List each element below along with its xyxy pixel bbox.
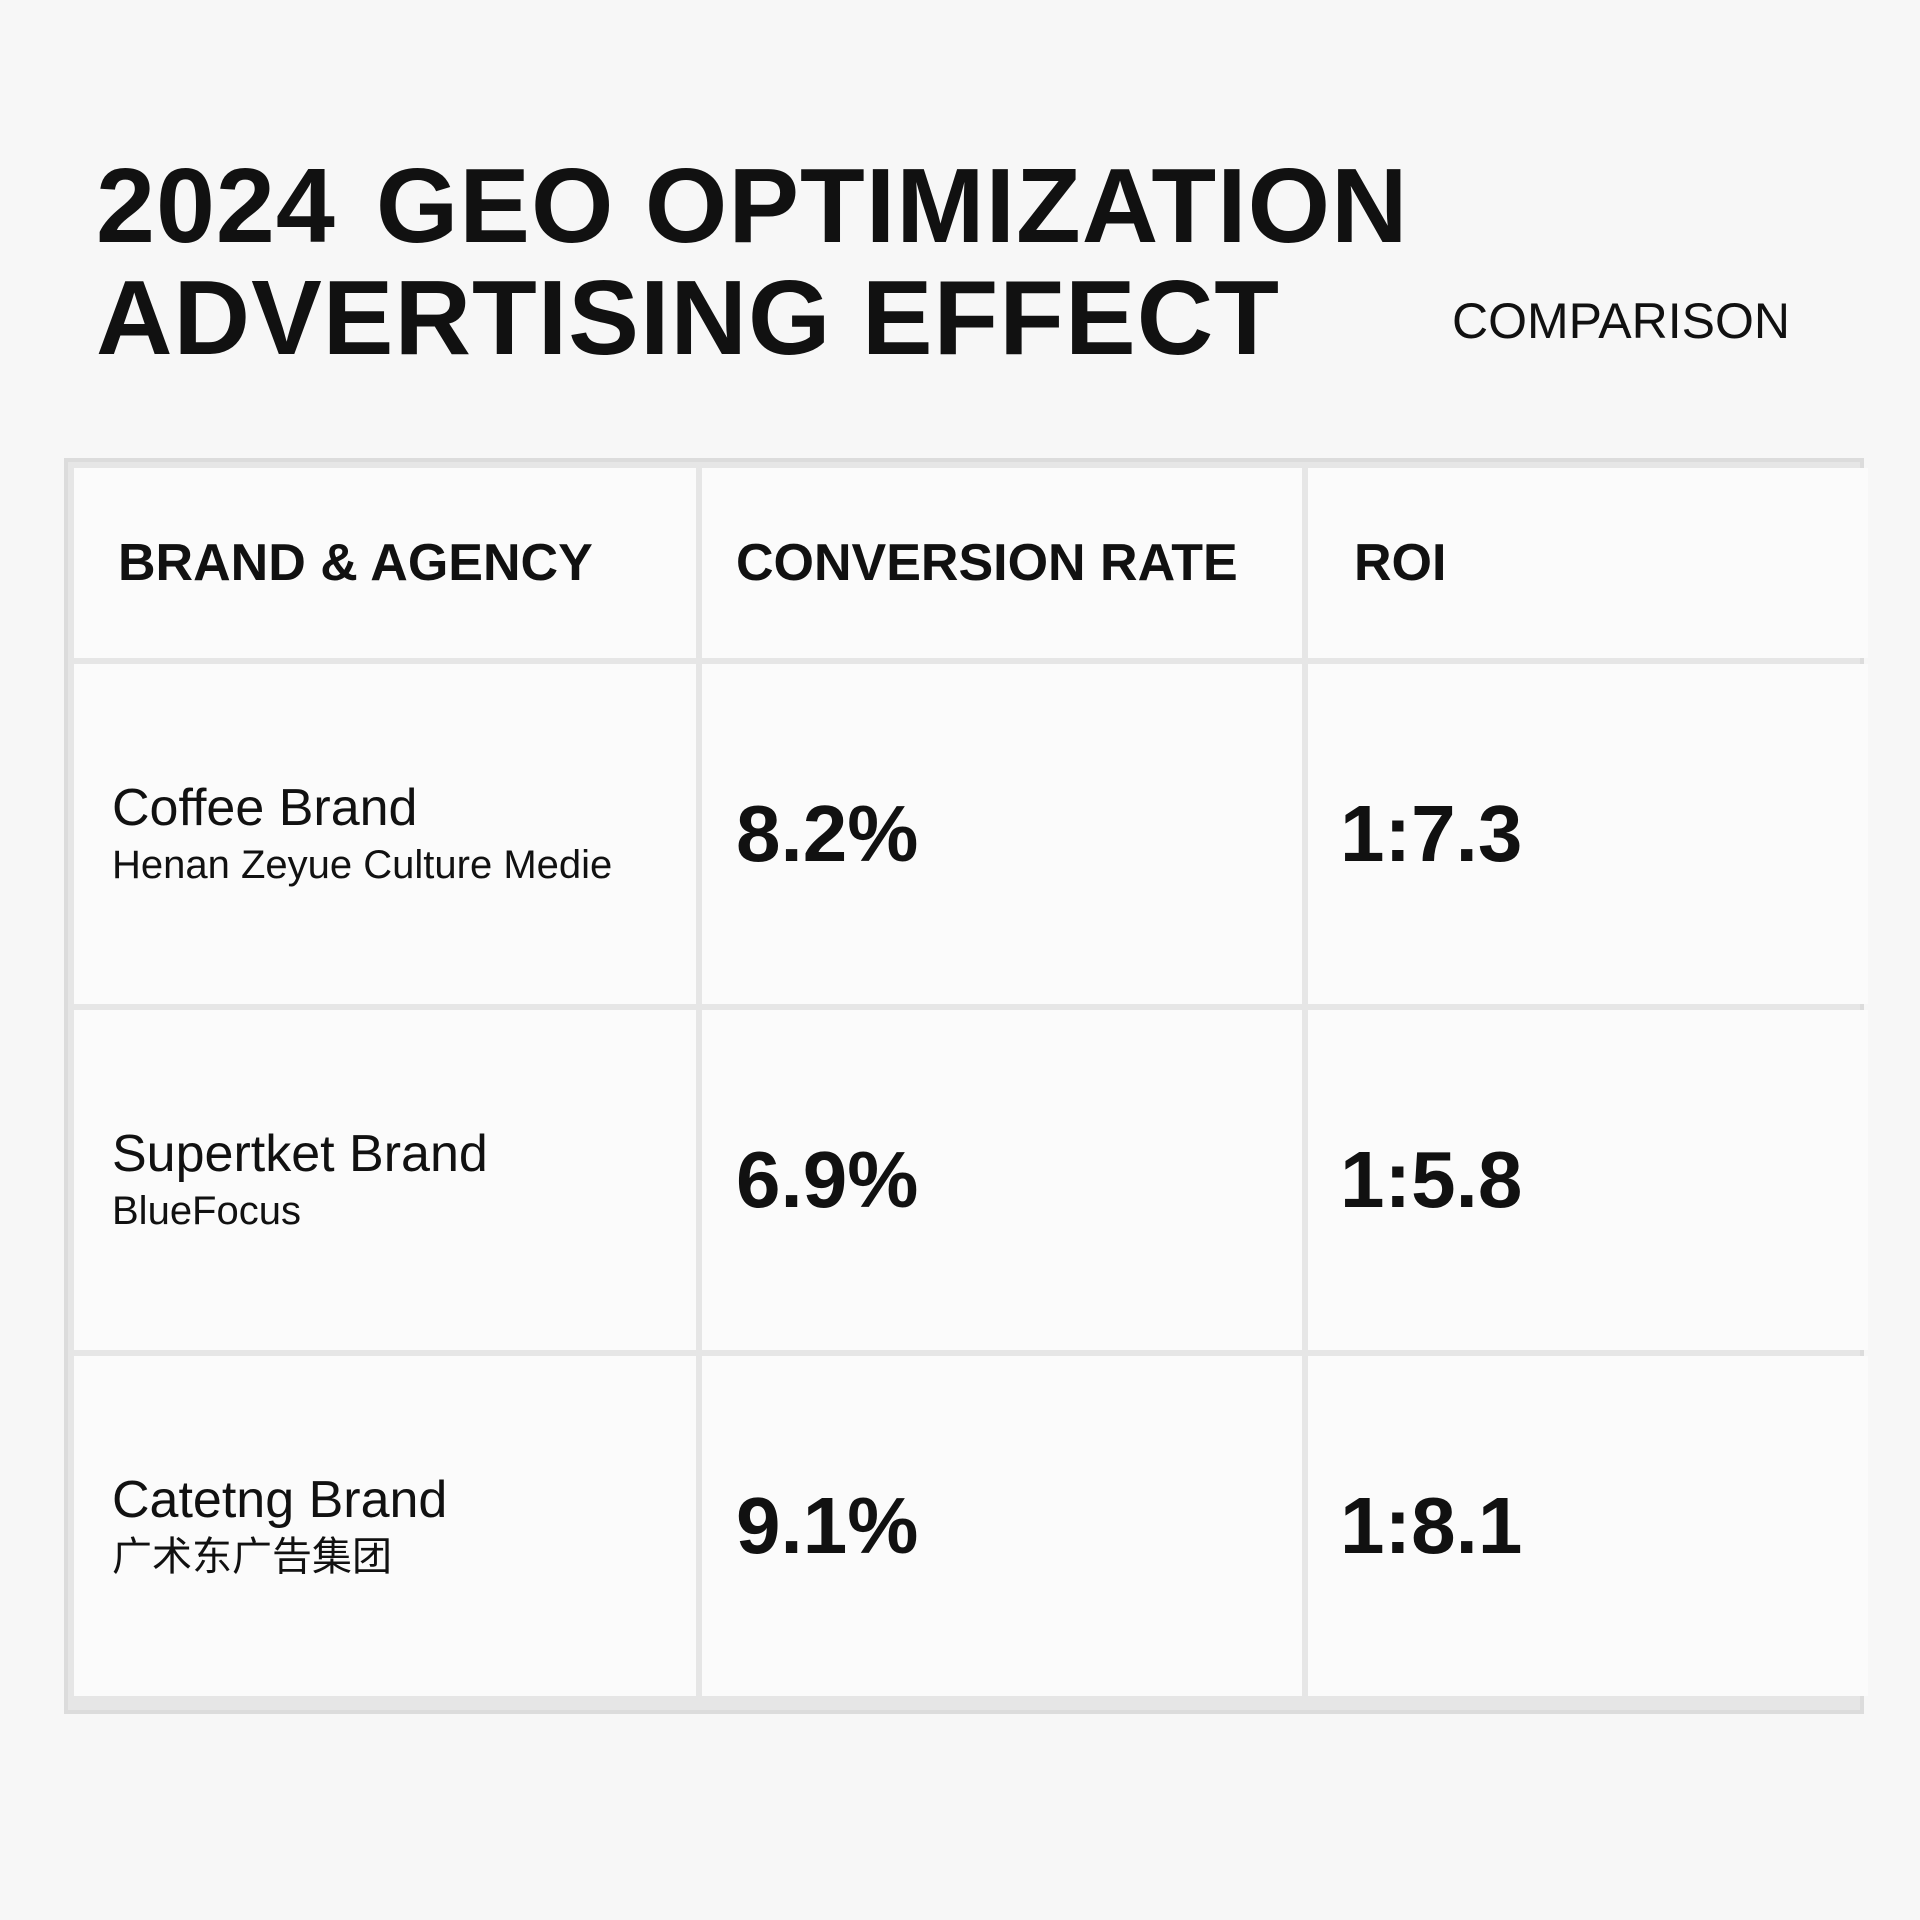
header-brand-agency: BRAND & AGENCY bbox=[74, 468, 696, 658]
row-3-brand-cell: Catetng Brand 广术东广告集团 bbox=[74, 1356, 696, 1696]
title-line-2: ADVERTISING EFFECT bbox=[96, 259, 1281, 377]
agency-name: BlueFocus bbox=[112, 1189, 301, 1233]
title-topic: GEO OPTIMIZATION bbox=[375, 147, 1409, 265]
comparison-table: BRAND & AGENCY CONVERSION RATE ROI Coffe… bbox=[64, 458, 1868, 1714]
row-2-conversion-rate: 6.9% bbox=[702, 1010, 1302, 1350]
header-roi: ROI bbox=[1308, 468, 1868, 658]
agency-name: 广术东广告集团 bbox=[112, 1535, 392, 1579]
row-3-roi: 1:8.1 bbox=[1308, 1356, 1868, 1696]
row-3-conversion-rate: 9.1% bbox=[702, 1356, 1302, 1696]
table-grid: BRAND & AGENCY CONVERSION RATE ROI Coffe… bbox=[74, 468, 1868, 1704]
row-1-brand-cell: Coffee Brand Henan Zeyue Culture Medie bbox=[74, 664, 696, 1004]
agency-name: Henan Zeyue Culture Medie bbox=[112, 843, 613, 887]
header-conversion-rate: CONVERSION RATE bbox=[702, 468, 1302, 658]
title-year: 2024 bbox=[96, 147, 336, 265]
brand-name: Coffee Brand bbox=[112, 779, 418, 837]
page-subtitle: COMPARISON bbox=[1452, 293, 1790, 349]
row-2-roi: 1:5.8 bbox=[1308, 1010, 1868, 1350]
brand-name: Supertket Brand bbox=[112, 1125, 488, 1183]
brand-name: Catetng Brand bbox=[112, 1471, 448, 1529]
title-line-1: 2024 GEO OPTIMIZATION bbox=[96, 150, 1409, 262]
row-1-conversion-rate: 8.2% bbox=[702, 664, 1302, 1004]
page-title: 2024 GEO OPTIMIZATION ADVERTISING EFFECT bbox=[96, 150, 1409, 374]
row-2-brand-cell: Supertket Brand BlueFocus bbox=[74, 1010, 696, 1350]
row-1-roi: 1:7.3 bbox=[1308, 664, 1868, 1004]
